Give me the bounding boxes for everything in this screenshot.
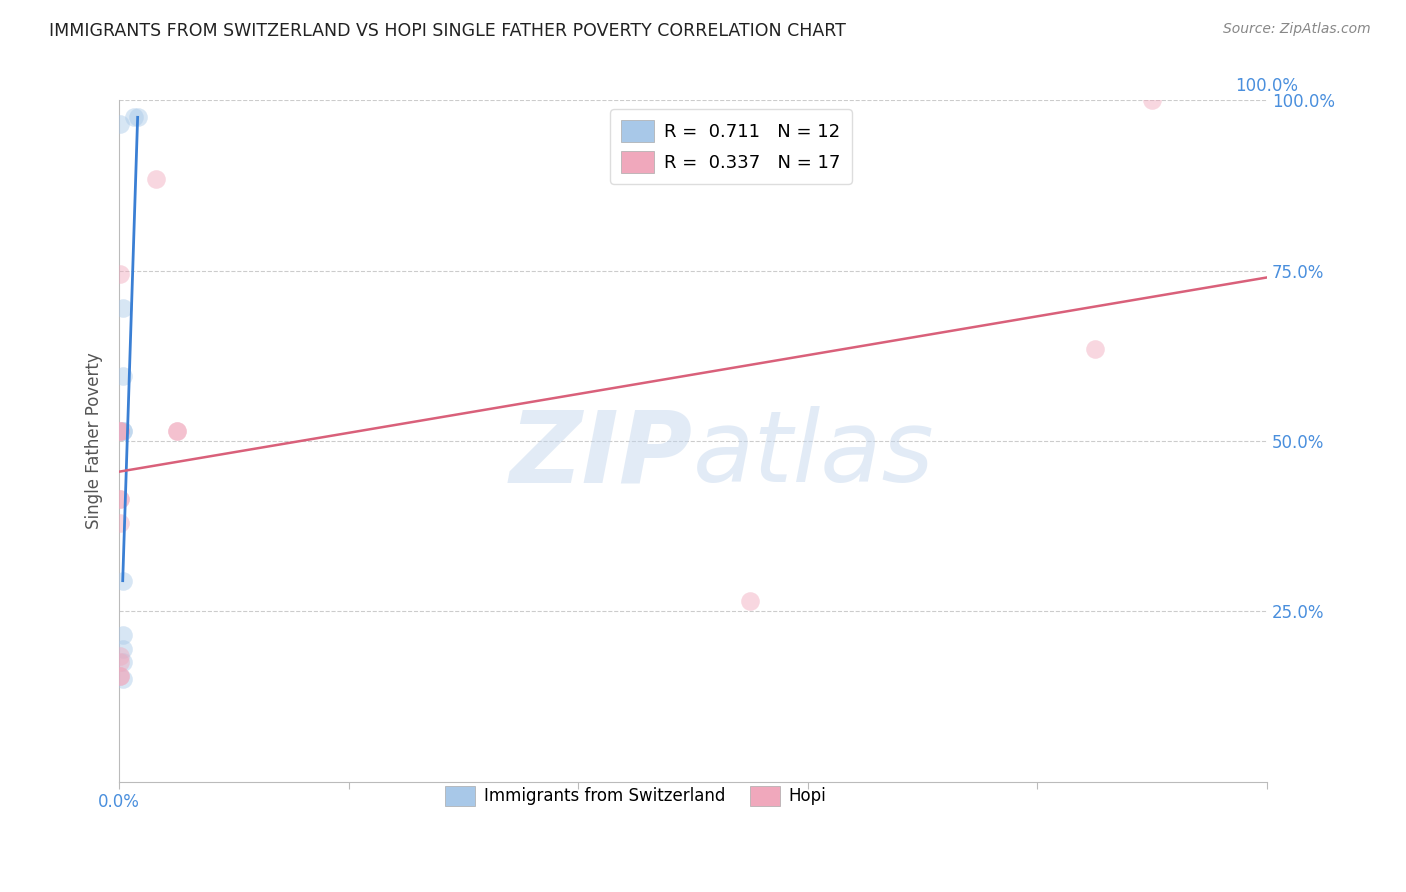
Point bbox=[111, 641, 134, 656]
Point bbox=[111, 369, 134, 384]
Point bbox=[111, 424, 134, 438]
Text: IMMIGRANTS FROM SWITZERLAND VS HOPI SINGLE FATHER POVERTY CORRELATION CHART: IMMIGRANTS FROM SWITZERLAND VS HOPI SING… bbox=[49, 22, 846, 40]
Point bbox=[166, 424, 188, 438]
Point bbox=[110, 656, 132, 670]
Point bbox=[110, 424, 132, 438]
Point bbox=[111, 656, 134, 670]
Point bbox=[110, 648, 132, 663]
Point bbox=[111, 574, 134, 588]
Text: atlas: atlas bbox=[693, 406, 935, 503]
Point bbox=[110, 669, 132, 683]
Point bbox=[110, 424, 132, 438]
Point bbox=[740, 594, 762, 608]
Point bbox=[111, 673, 134, 687]
Point bbox=[111, 628, 134, 642]
Point bbox=[1140, 93, 1163, 107]
Point bbox=[122, 111, 145, 125]
Point bbox=[110, 491, 132, 506]
Point bbox=[166, 424, 188, 438]
Point bbox=[111, 424, 134, 438]
Text: ZIP: ZIP bbox=[510, 406, 693, 503]
Point bbox=[111, 301, 134, 315]
Point bbox=[110, 669, 132, 683]
Point bbox=[110, 424, 132, 438]
Point bbox=[110, 267, 132, 281]
Point bbox=[145, 171, 167, 186]
Point bbox=[110, 117, 132, 131]
Text: Source: ZipAtlas.com: Source: ZipAtlas.com bbox=[1223, 22, 1371, 37]
Y-axis label: Single Father Poverty: Single Father Poverty bbox=[86, 352, 103, 529]
Point bbox=[110, 516, 132, 530]
Point bbox=[127, 111, 149, 125]
Legend: Immigrants from Switzerland, Hopi: Immigrants from Switzerland, Hopi bbox=[437, 777, 834, 814]
Point bbox=[1084, 342, 1107, 356]
Point bbox=[110, 491, 132, 506]
